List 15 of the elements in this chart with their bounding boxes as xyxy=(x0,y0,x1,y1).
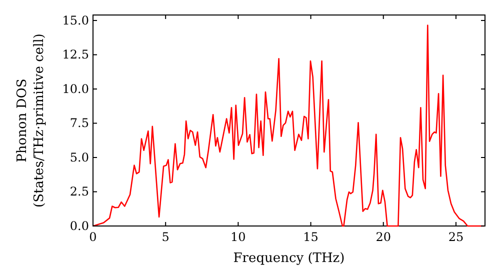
x-tick-label: 0 xyxy=(89,230,97,244)
x-tick-label: 20 xyxy=(376,230,392,244)
x-tick-label: 15 xyxy=(303,230,318,244)
y-tick-label: 12.5 xyxy=(62,48,89,62)
x-tick-label: 25 xyxy=(448,230,464,244)
y-tick-label: 7.5 xyxy=(70,116,89,130)
x-tick-label: 10 xyxy=(230,230,246,244)
y-tick-label: 0.0 xyxy=(70,219,89,233)
y-tick-label: 2.5 xyxy=(70,184,89,199)
x-tick-label: 5 xyxy=(162,230,170,244)
y-tick-label: 15.0 xyxy=(62,13,89,28)
y-tick-label: 10.0 xyxy=(62,82,89,96)
x-axis-title: Frequency (THz) xyxy=(233,251,345,266)
y-tick-label: 5.0 xyxy=(70,150,89,164)
y-axis-title: Phonon DOS (States/THz·primitive cell) xyxy=(15,33,47,208)
